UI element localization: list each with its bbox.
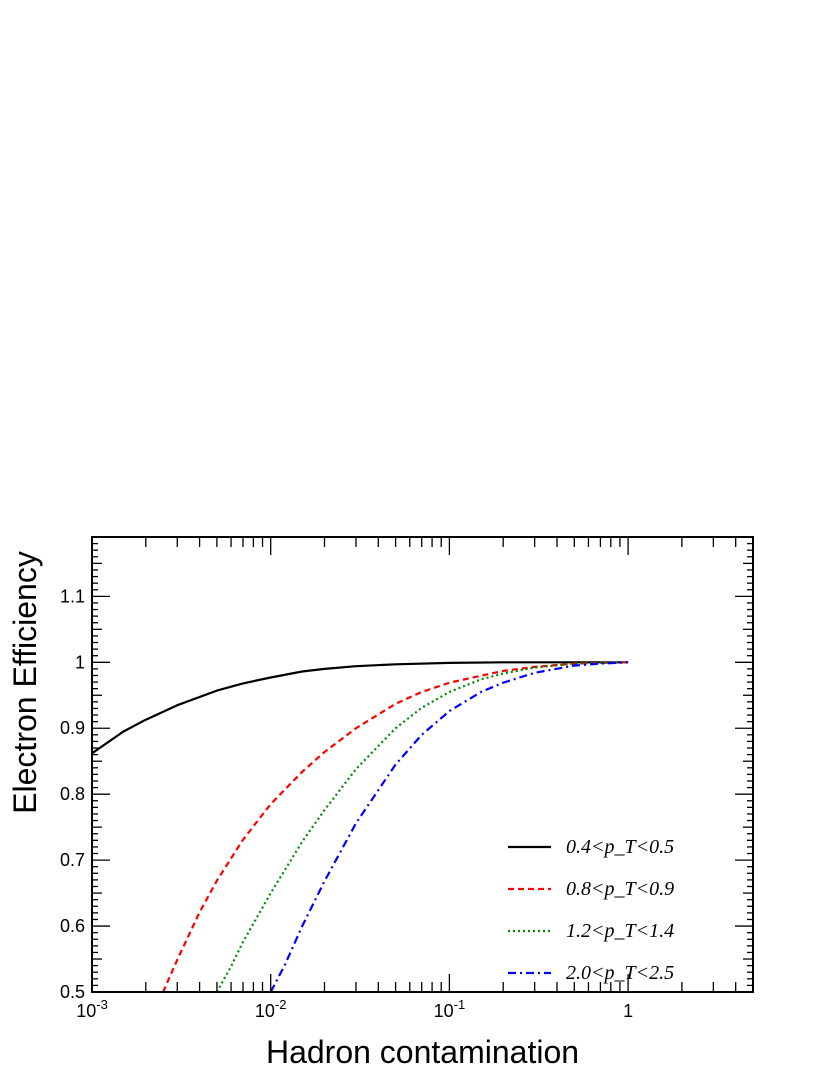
legend: 0.4<p_T<0.5 0.8<p_T<0.9 1.2<p_T<1.4 2.0<p_T… [508,836,674,984]
y-tick-label: 1 [75,652,85,672]
series-lines [91,661,629,993]
series-line-1 [91,661,629,755]
y-tick-labels: 0.5 0.6 0.7 0.8 0.9 1 1.1 [60,586,85,1002]
x-axis-title: Hadron contamination [266,1034,579,1070]
x-tick-label: 1 [623,1001,633,1021]
y-tick-label: 0.9 [60,718,85,738]
y-tick-label: 0.7 [60,850,85,870]
y-tick-label: 1.1 [60,586,85,606]
y-tick-label: 0.8 [60,784,85,804]
series-line-4 [269,661,629,993]
x-tick-labels: 10-3 10-2 10-1 1 [76,997,633,1021]
y-tick-label: 0.5 [60,982,85,1002]
x-tick-label: 10-3 [76,997,108,1021]
legend-label-1: 0.4<p_T<0.5 [566,836,674,858]
y-axis-title: Electron Efficiency [7,551,43,814]
series-line-2 [162,661,629,993]
series-line-3 [215,661,629,993]
plot-frame [91,536,754,993]
axis-ticks [91,537,754,993]
legend-label-3: 1.2<p_T<1.4 [566,920,674,942]
x-tick-label: 10-2 [255,997,287,1021]
legend-label-2: 0.8<p_T<0.9 [566,878,674,900]
y-tick-label: 0.6 [60,916,85,936]
legend-label-4: 2.0<p_T<2.5 [566,962,674,984]
x-tick-label: 10-1 [434,997,466,1021]
